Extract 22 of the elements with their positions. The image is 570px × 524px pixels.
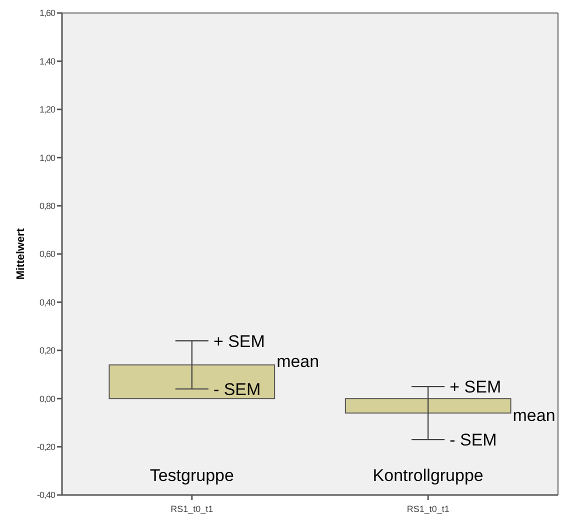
y-tick-label: -0,20 xyxy=(36,442,56,452)
x-tick-label: RS1_t0_t1 xyxy=(170,504,214,514)
y-tick-label: 1,40 xyxy=(39,56,56,66)
annotation: mean xyxy=(512,406,556,426)
annotation: Kontrollgruppe xyxy=(372,466,484,485)
annotation: mean xyxy=(276,352,320,371)
y-tick-label: 0,00 xyxy=(39,394,56,404)
y-tick-label: 0,40 xyxy=(39,297,56,308)
annotation: - SEM xyxy=(450,430,497,450)
y-tick-label: 0,60 xyxy=(39,249,56,260)
annotation: - SEM xyxy=(213,380,261,399)
x-tick-label: RS1_t0_t1 xyxy=(406,504,450,514)
y-tick-label: 1,00 xyxy=(39,152,56,163)
y-tick-label: 0,20 xyxy=(39,346,56,356)
annotation: + SEM xyxy=(213,332,265,351)
y-tick-label: 0,80 xyxy=(39,200,56,211)
y-tick-label: 1,60 xyxy=(39,8,56,18)
y-tick-label: 1,20 xyxy=(39,104,56,115)
annotation: Testgruppe xyxy=(150,466,234,485)
y-tick-label: -0,40 xyxy=(36,490,56,500)
annotation: + SEM xyxy=(450,378,502,397)
y-axis-title: Mittelwert xyxy=(15,228,27,280)
